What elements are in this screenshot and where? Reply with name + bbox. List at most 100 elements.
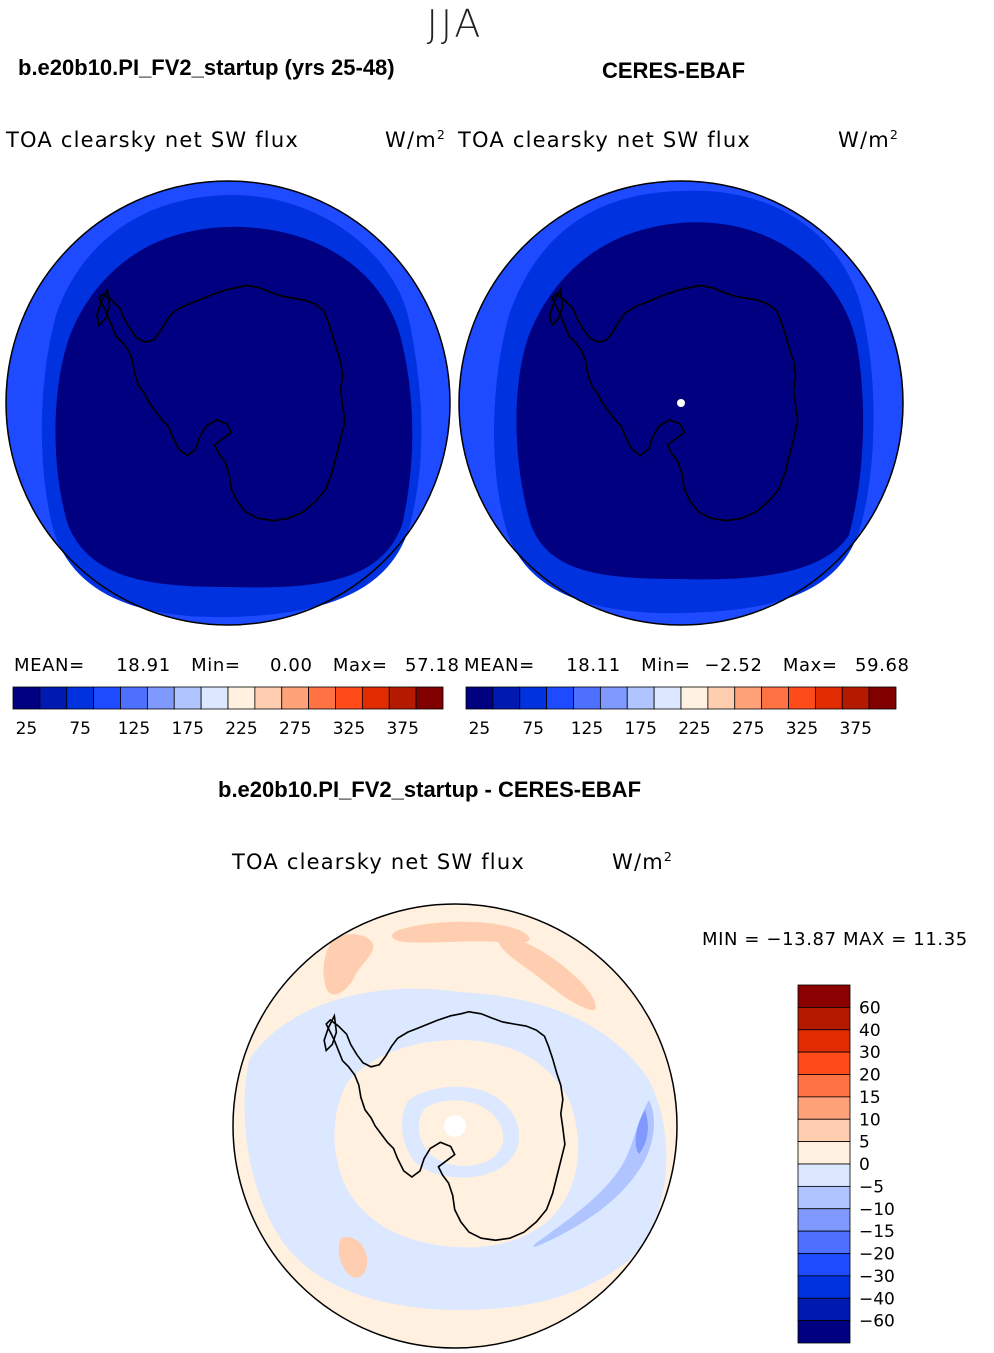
diff-colorbar-tick-label: −10 [859,1200,895,1220]
panel1-colorbar-box [12,686,41,710]
diff-colorbar-box [797,984,851,1008]
panel1-map [5,180,451,626]
diff-negative-streak [533,1100,654,1247]
diff-colorbar-box [797,1208,851,1232]
diff-colorbar-tick-label: 20 [859,1066,881,1086]
diff-colorbar-box [797,1096,851,1120]
panel1-colorbar-box [146,686,175,710]
panel2-pole-hole [677,399,685,407]
panel1-colorbar-box [415,686,444,710]
panel1-colorbar-tick-label: 375 [386,719,418,739]
diff-colorbar-tick-label: −20 [859,1245,895,1265]
diff-colorbar-box [797,1074,851,1098]
panel2-colorbar: 25 75 125 175 225 275 325 375 [465,686,897,739]
diff-colorbar-box [797,1118,851,1143]
panel1-colorbar-tick-label: 25 [16,719,38,739]
panel2-colorbar-tick-label: 75 [522,719,544,739]
panel2-colorbar-box [519,686,548,710]
panel2-units: W/m2 [838,127,900,152]
panel2-colorbar-box [573,686,601,710]
panel1-colorbar-tick-label: 75 [69,719,91,739]
diff-colorbar-tick-label: 0 [859,1155,870,1175]
diff-units: W/m2 [612,849,674,874]
panel2-colorbar-box [653,686,682,710]
panel1-colorbar-tick-label: 275 [279,719,311,739]
diff-colorbar-box [797,1275,851,1299]
panel2-colorbar-box [814,686,843,710]
panel1-colorbar-box [93,686,121,710]
diff-colorbar-tick-label: −60 [859,1312,895,1332]
diff-colorbar-box [797,1253,851,1277]
panel1-case-title: b.e20b10.PI_FV2_startup (yrs 25-48) [18,55,395,80]
panel2-colorbar-box [680,686,709,710]
panel2-map [458,180,904,626]
diff-colorbar-tick-label: 40 [859,1021,881,1041]
diff-minmax: MIN = −13.87 MAX = 11.35 [702,929,968,950]
panel1-colorbar-box [227,686,256,710]
panel2-colorbar-box [546,686,574,710]
diff-colorbar-tick-label: 10 [859,1110,881,1130]
panel2-variable-title: TOA clearsky net SW flux [458,128,751,152]
panel2-colorbar-tick-label: 325 [786,719,818,739]
panel2-colorbar-tick-label: 175 [624,719,656,739]
panel2-colorbar-tick-label: 25 [469,719,491,739]
panel2-colorbar-tick-label: 225 [678,719,710,739]
diff-colorbar-box [797,1185,851,1210]
panel2-colorbar-box [761,686,789,710]
panel1-stats: MEAN= 18.91 Min= 0.00 Max= 57.18 [14,655,460,676]
panel2-colorbar-box [707,686,736,710]
panel1-colorbar-box [388,686,417,710]
panel1-colorbar-box [254,686,283,710]
diff-colorbar-tick-label: 15 [859,1088,881,1108]
diff-map [232,903,678,1349]
panel2-case-title: CERES-EBAF [602,58,746,83]
diff-colorbar-box [797,1163,851,1187]
panel2-stats: MEAN= 18.11 Min= −2.52 Max= 59.68 [464,655,910,676]
panel1-colorbar: 25 75 125 175 225 275 325 375 [12,686,444,739]
panel1-colorbar-tick-label: 325 [333,719,365,739]
panel1-colorbar-box [39,686,68,710]
diff-colorbar-tick-label: 60 [859,998,881,1018]
diff-colorbar-tick-label: −15 [859,1222,895,1242]
panel1-colorbar-box [281,686,310,710]
season-title: JJA [426,2,484,46]
panel1-colorbar-box [361,686,390,710]
panel2-colorbar-box [492,686,521,710]
panel1-colorbar-box [308,686,336,710]
diff-colorbar-box [797,1297,851,1322]
diff-colorbar-box [797,1029,851,1053]
diff-colorbar-tick-label: −30 [859,1267,895,1287]
panel1-interior [55,226,413,588]
diff-colorbar-box [797,1320,851,1344]
panel2-colorbar-box [868,686,897,710]
panel2-interior [516,222,864,580]
panel1-colorbar-box [200,686,229,710]
panel2-colorbar-box [841,686,870,710]
panel2-colorbar-tick-label: 275 [732,719,764,739]
panel2-colorbar-box [626,686,655,710]
panel2-colorbar-box [465,686,494,710]
diff-colorbar-box [797,1006,851,1031]
diff-colorbar-tick-label: −5 [859,1177,884,1197]
diff-positive-patch [392,921,530,944]
panel2-colorbar-box [599,686,628,710]
diff-colorbar-box [797,1051,851,1075]
panel1-colorbar-tick-label: 125 [118,719,150,739]
panel1-colorbar-box [173,686,202,710]
panel2-colorbar-box [734,686,763,710]
panel2-colorbar-box [788,686,816,710]
diff-colorbar-tick-label: 5 [859,1133,870,1153]
diff-colorbar-tick-label: 30 [859,1043,881,1063]
diff-colorbar-box [797,1230,851,1254]
panel1-units: W/m2 [385,127,447,152]
diff-variable-title: TOA clearsky net SW flux [232,850,525,874]
panel1-colorbar-box [335,686,363,710]
panel1-colorbar-box [66,686,95,710]
diff-case-title: b.e20b10.PI_FV2_startup - CERES-EBAF [218,777,642,802]
panel1-variable-title: TOA clearsky net SW flux [6,128,299,152]
diff-pole-hole [444,1115,466,1137]
panel1-colorbar-box [120,686,148,710]
panel2-colorbar-tick-label: 125 [571,719,603,739]
panel1-colorbar-tick-label: 225 [225,719,257,739]
